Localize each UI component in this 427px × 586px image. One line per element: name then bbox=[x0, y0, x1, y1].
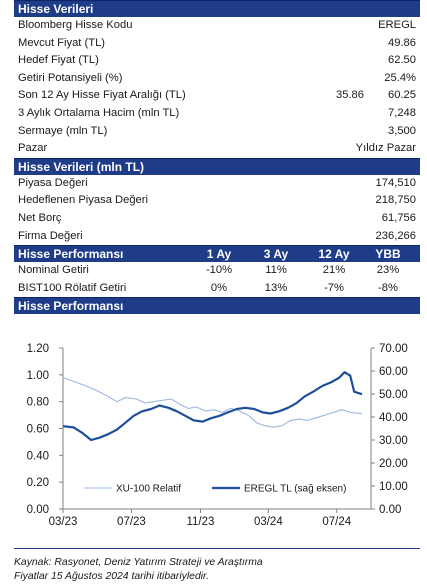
legend-label-xu100: XU-100 Relatif bbox=[116, 484, 181, 495]
left-tick-label: 1.20 bbox=[27, 343, 49, 355]
source-note: Kaynak: Rasyonet, Deniz Yatırım Strateji… bbox=[14, 557, 263, 568]
left-tick-label: 0.40 bbox=[27, 450, 49, 462]
row-label: Mevcut Fiyat (TL) bbox=[18, 36, 106, 49]
col-ytd: YBB bbox=[375, 247, 401, 262]
col-1m: 1 Ay bbox=[206, 247, 232, 262]
performance-value: 23% bbox=[376, 264, 400, 277]
performance-value: 11% bbox=[265, 264, 287, 277]
right-tick-label: 60.00 bbox=[379, 366, 408, 378]
data-row: Hedeflenen Piyasa Değeri 218,750 bbox=[14, 192, 420, 210]
row-label: 3 Aylık Ortalama Hacim (mln TL) bbox=[18, 106, 180, 119]
row-value: EREGL bbox=[378, 19, 416, 31]
row-value: 3,500 bbox=[388, 124, 416, 137]
range-low: 35.86 bbox=[336, 89, 364, 102]
data-row: Sermaye (mln TL) 3,500 bbox=[14, 123, 420, 141]
data-row: Hedef Fiyat (TL) 62.50 bbox=[14, 52, 420, 70]
row-value: 218,750 bbox=[375, 194, 416, 207]
x-tick-label: 03/23 bbox=[49, 516, 78, 528]
data-row: 3 Aylık Ortalama Hacim (mln TL) 7,248 bbox=[14, 105, 420, 123]
data-row: Firma Değeri 236,266 bbox=[14, 228, 420, 246]
data-row: Bloomberg Hisse Kodu EREGL bbox=[14, 17, 420, 35]
x-tick-label: 07/23 bbox=[117, 516, 146, 528]
section-header-stock-data-mln: Hisse Verileri (mln TL) bbox=[14, 157, 420, 175]
row-label: Hedef Fiyat (TL) bbox=[18, 54, 99, 67]
row-value: 60.25 bbox=[388, 89, 416, 102]
row-label: Pazar bbox=[18, 142, 48, 155]
legend-label-eregl: EREGL TL (sağ eksen) bbox=[244, 484, 346, 495]
col-3m: 3 Ay bbox=[263, 247, 289, 262]
valuation-rows: Piyasa Değeri 174,510 Hedeflenen Piyasa De… bbox=[14, 175, 420, 245]
row-label: Piyasa Değeri bbox=[18, 176, 88, 189]
row-value: Yıldız Pazar bbox=[355, 142, 416, 155]
performance-value: 21% bbox=[322, 264, 346, 277]
row-value: 25.4% bbox=[384, 71, 416, 84]
row-label: Son 12 Ay Hisse Fiyat Aralığı (TL) bbox=[18, 89, 186, 102]
left-tick-label: 0.00 bbox=[27, 504, 49, 516]
data-row: Pazar Yıldız Pazar bbox=[14, 140, 420, 158]
data-row: Net Borç 61,756 bbox=[14, 210, 420, 228]
divider bbox=[14, 548, 420, 549]
right-tick-label: 40.00 bbox=[379, 412, 408, 424]
section-header-performance-table: Hisse Performansı 1 Ay 3 Ay 12 Ay YBB bbox=[14, 245, 420, 263]
row-label: BIST100 Rölatif Getiri bbox=[18, 281, 127, 294]
section-header-stock-data: Hisse Verileri bbox=[14, 0, 420, 17]
row-label: Nominal Getiri bbox=[18, 264, 89, 277]
series-xu100-relative-line bbox=[62, 376, 363, 428]
left-tick-label: 0.80 bbox=[27, 397, 49, 409]
performance-title: Hisse Performansı bbox=[18, 247, 124, 262]
x-tick-label: 07/24 bbox=[322, 516, 351, 528]
section-header-performance-chart: Hisse Performansı bbox=[14, 297, 420, 315]
right-tick-label: 50.00 bbox=[379, 389, 408, 401]
performance-value: 13% bbox=[264, 281, 288, 294]
right-tick-label: 0.00 bbox=[379, 504, 401, 516]
row-value: 236,266 bbox=[375, 229, 416, 242]
row-value: 62.50 bbox=[388, 54, 416, 67]
right-tick-label: 70.00 bbox=[379, 343, 408, 355]
performance-chart: 0.00 0.20 0.40 0.60 0.80 1.00 1.20 0.00 10.00 20.… bbox=[27, 343, 408, 528]
right-tick-label: 30.00 bbox=[379, 435, 408, 447]
row-value: 7,248 bbox=[388, 106, 416, 119]
x-tick-label: 11/23 bbox=[186, 516, 214, 528]
x-tick-label: 03/24 bbox=[254, 516, 283, 528]
footer: Kaynak: Rasyonet, Deniz Yatırım Strateji… bbox=[14, 556, 263, 583]
row-label: Firma Değeri bbox=[18, 229, 83, 242]
stock-data-rows: Bloomberg Hisse Kodu EREGL Mevcut Fiyat (T… bbox=[14, 17, 420, 158]
left-tick-label: 0.20 bbox=[27, 477, 49, 489]
row-label: Hedeflenen Piyasa Değeri bbox=[18, 194, 148, 207]
performance-rows: Nominal Getiri -10% 11% 21% 23% BIST100 Rölat… bbox=[14, 262, 420, 297]
row-value: 61,756 bbox=[381, 211, 416, 224]
performance-value: -8% bbox=[378, 281, 398, 294]
row-label: Sermaye (mln TL) bbox=[18, 124, 108, 137]
row-label: Bloomberg Hisse Kodu bbox=[18, 19, 133, 31]
performance-value: -7% bbox=[324, 281, 344, 294]
data-row: Piyasa Değeri 174,510 bbox=[14, 175, 420, 193]
stock-data-panel: Hisse Verileri Bloomberg Hisse Kodu EREGL… bbox=[14, 0, 420, 315]
data-row: Son 12 Ay Hisse Fiyat Aralığı (TL) 35.86 6… bbox=[14, 87, 420, 105]
left-tick-label: 1.00 bbox=[27, 370, 49, 382]
performance-row: BIST100 Rölatif Getiri 0% 13% -7% -8% bbox=[14, 280, 420, 298]
data-row: Mevcut Fiyat (TL) 49.86 bbox=[14, 35, 420, 53]
right-tick-label: 10.00 bbox=[379, 481, 408, 493]
row-value: 174,510 bbox=[375, 176, 416, 189]
performance-value: -10% bbox=[205, 264, 233, 277]
series-eregl-line bbox=[62, 371, 363, 442]
row-label: Net Borç bbox=[18, 211, 62, 224]
col-12m: 12 Ay bbox=[318, 247, 350, 262]
row-value: 49.86 bbox=[388, 36, 416, 49]
right-tick-label: 20.00 bbox=[379, 458, 408, 470]
date-note: Fiyatlar 15 Ağustos 2024 tarihi itibariy… bbox=[14, 570, 210, 582]
data-row: Getiri Potansiyeli (%) 25.4% bbox=[14, 70, 420, 88]
left-tick-label: 0.60 bbox=[27, 424, 49, 436]
row-label: Getiri Potansiyeli (%) bbox=[18, 71, 123, 84]
performance-value: 0% bbox=[210, 281, 228, 294]
performance-row: Nominal Getiri -10% 11% 21% 23% bbox=[14, 262, 420, 280]
